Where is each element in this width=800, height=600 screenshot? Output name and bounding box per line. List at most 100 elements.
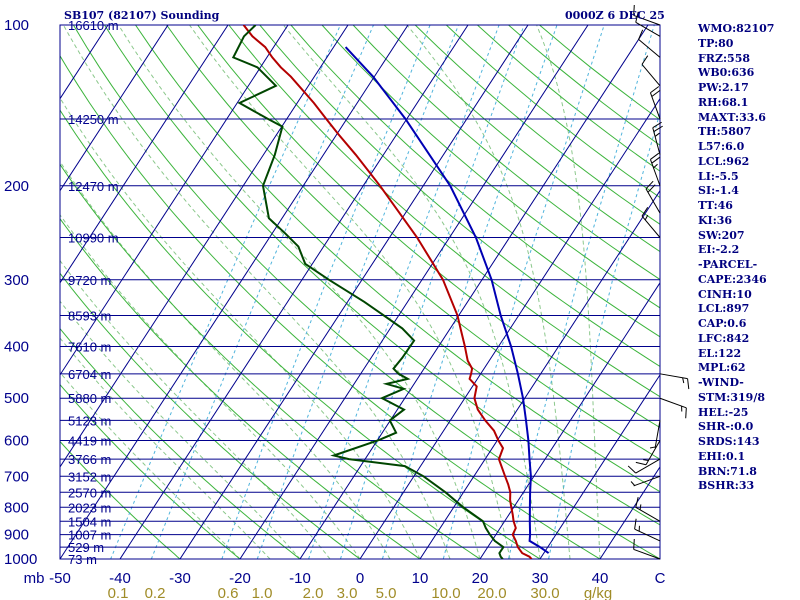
dry-adiabat (290, 25, 660, 338)
barb-staff (635, 21, 661, 37)
wind-barb (649, 152, 661, 186)
barb-flag (635, 461, 647, 466)
index-item: CAPE:2346 (698, 272, 767, 286)
height-label: 3766 m (68, 452, 111, 467)
barb-flag (627, 465, 637, 474)
pressure-tick-label: 200 (4, 178, 29, 195)
wind-barb (630, 475, 661, 487)
mixing-ratio-line (507, 25, 655, 559)
height-label: 1504 m (68, 514, 111, 529)
barb-half (649, 446, 656, 449)
barb-flag (650, 86, 660, 94)
height-label: 2570 m (68, 485, 111, 500)
mixing-ratio-tick-label: 0.2 (145, 585, 166, 600)
pressure-tick-label: 600 (4, 433, 29, 450)
temperature-tick-label: -30 (169, 570, 191, 587)
index-item: -WIND- (698, 376, 744, 389)
index-item: WMO:82107 (698, 22, 775, 35)
wind-barb (659, 397, 687, 419)
valid-time: 0000Z 6 DEC 25 (565, 9, 665, 22)
plot-frame (59, 24, 661, 560)
isotherm (60, 25, 409, 559)
isotherm (60, 25, 349, 468)
isotherms (60, 25, 660, 559)
index-item: STM:319/8 (698, 390, 765, 404)
wind-barb (635, 440, 661, 466)
wind-barb (649, 86, 661, 120)
moist-adiabat (536, 25, 601, 559)
index-item: BSHR:33 (698, 479, 755, 493)
height-label: 2023 m (68, 500, 111, 515)
station-title: SB107 (82107) Sounding (64, 9, 220, 22)
index-item: WB0:636 (698, 66, 755, 80)
temperature-tick-label: 10 (412, 570, 429, 587)
isotherm (359, 97, 660, 559)
height-label: 5123 m (68, 413, 111, 428)
barb-staff (635, 458, 661, 474)
pressure-tick-label: 500 (4, 390, 29, 407)
index-item: PW:2.17 (698, 81, 749, 94)
index-item: LI:-5.5 (698, 169, 739, 183)
barb-staff (652, 127, 661, 155)
temperature-trace (242, 25, 533, 559)
pressure-tick-label: 800 (4, 499, 29, 516)
barb-staff (633, 475, 661, 487)
moist-adiabat (62, 25, 451, 559)
index-item: KI:36 (698, 213, 733, 227)
isotherm (60, 25, 289, 376)
height-label: 5880 m (68, 391, 111, 406)
temperature-tick-label: -50 (49, 570, 71, 587)
barb-staff (635, 506, 661, 522)
index-item: LCL:897 (698, 302, 750, 316)
moist-adiabat (60, 259, 331, 559)
mixing-ratio-lines (110, 25, 660, 559)
index-item: BRN:71.8 (698, 464, 757, 478)
barb-flag (647, 184, 656, 193)
barb-flag (641, 207, 649, 217)
mixing-ratio-line (110, 25, 341, 559)
isobars (59, 24, 661, 560)
temperature-tick-label: -40 (109, 570, 131, 587)
wind-barb (645, 180, 661, 214)
pressure-tick-label: 400 (4, 339, 29, 356)
wind-barb (627, 458, 661, 474)
barb-staff (641, 215, 661, 238)
temperature-tick-label: C (655, 570, 666, 587)
index-item: LFC:842 (698, 331, 750, 345)
temperature-tick-label: 40 (592, 570, 609, 587)
barb-staff (649, 92, 661, 120)
index-item: TH:5807 (698, 125, 752, 139)
index-item: EL:122 (698, 346, 742, 360)
barb-staff (638, 39, 661, 58)
mixing-ratio-tick-label: 20.0 (477, 585, 506, 600)
barb-half (644, 214, 649, 221)
index-item: L57:6.0 (698, 140, 745, 153)
mixing-ratio-line (339, 25, 525, 559)
barb-flag (650, 152, 660, 160)
index-item: SRDS:143 (698, 435, 760, 448)
index-item: TT:46 (698, 199, 733, 212)
barb-staff (645, 188, 661, 214)
height-label: 6704 m (68, 367, 111, 382)
dry-adiabat (352, 25, 660, 281)
temperature-tick-label: -20 (229, 570, 251, 587)
barb-half (630, 481, 636, 486)
mixing-ratio-tick-label: 10.0 (431, 585, 460, 600)
height-label: 1007 m (68, 528, 111, 543)
index-item: CAP:0.6 (698, 317, 747, 330)
barb-half (653, 163, 658, 169)
mixing-ratio-tick-label: 3.0 (337, 585, 358, 600)
dry-adiabat (104, 25, 660, 526)
wind-barbs (627, 4, 690, 560)
barb-half (654, 132, 660, 137)
dry-adiabat (197, 25, 660, 429)
isotherm (419, 189, 660, 559)
barb-staff (645, 440, 661, 466)
dry-adiabat (60, 440, 181, 559)
isotherm (119, 25, 469, 559)
dry-adiabat (60, 272, 361, 559)
barb-half (682, 377, 685, 384)
index-item: CINH:10 (698, 287, 752, 301)
barb-flag (635, 497, 639, 508)
index-item: EHI:0.1 (698, 449, 746, 463)
